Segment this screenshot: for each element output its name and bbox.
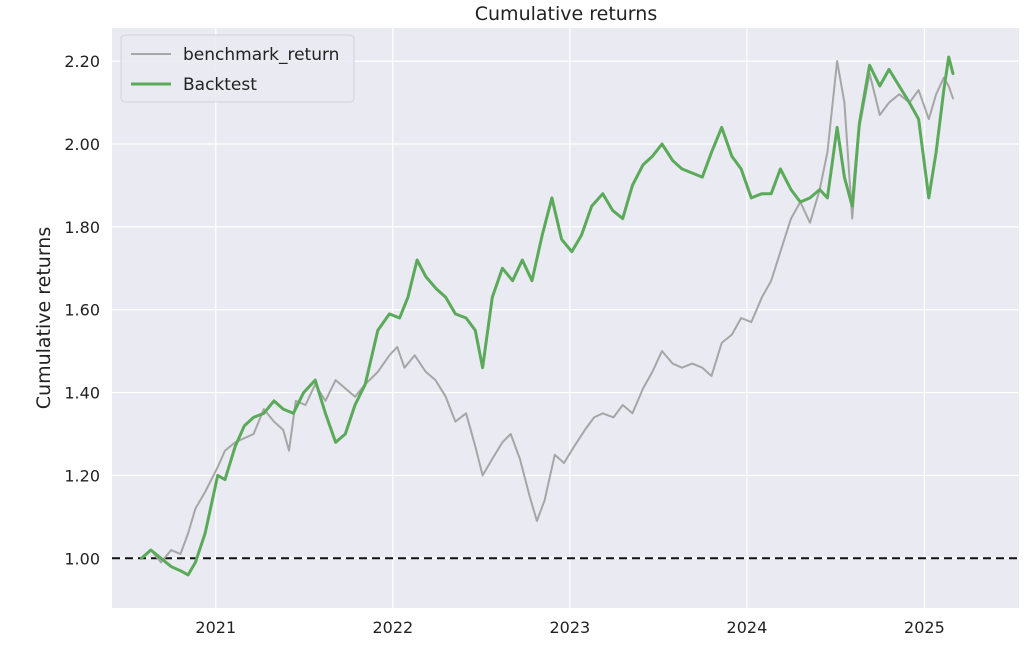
y-tick-label: 1.40 xyxy=(64,384,100,403)
y-tick-label: 2.20 xyxy=(64,52,100,71)
y-tick-label: 1.80 xyxy=(64,218,100,237)
x-tick-label: 2024 xyxy=(727,618,768,637)
legend-label-backtest: Backtest xyxy=(183,75,257,95)
legend: benchmark_return Backtest xyxy=(120,34,355,103)
x-tick-label: 2025 xyxy=(904,618,945,637)
y-tick-label: 1.00 xyxy=(64,549,100,568)
series-line-backtest xyxy=(140,55,955,577)
x-tick-label: 2021 xyxy=(195,618,236,637)
y-axis: 1.00 1.20 1.40 1.60 1.80 2.00 2.20 xyxy=(64,52,100,568)
x-axis: 2021 2022 2023 2024 2025 xyxy=(195,618,944,637)
legend-box xyxy=(120,34,355,103)
x-tick-label: 2022 xyxy=(372,618,413,637)
y-axis-label: Cumulative returns xyxy=(33,227,55,409)
chart-title: Cumulative returns xyxy=(475,3,657,25)
y-tick-label: 1.60 xyxy=(64,301,100,320)
y-tick-label: 2.00 xyxy=(64,135,100,154)
legend-label-benchmark: benchmark_return xyxy=(183,45,339,65)
series-layer xyxy=(140,55,955,577)
plot-area xyxy=(112,28,1019,608)
series-line-benchmark xyxy=(140,60,954,564)
y-tick-label: 1.20 xyxy=(64,466,100,485)
x-tick-label: 2023 xyxy=(550,618,591,637)
